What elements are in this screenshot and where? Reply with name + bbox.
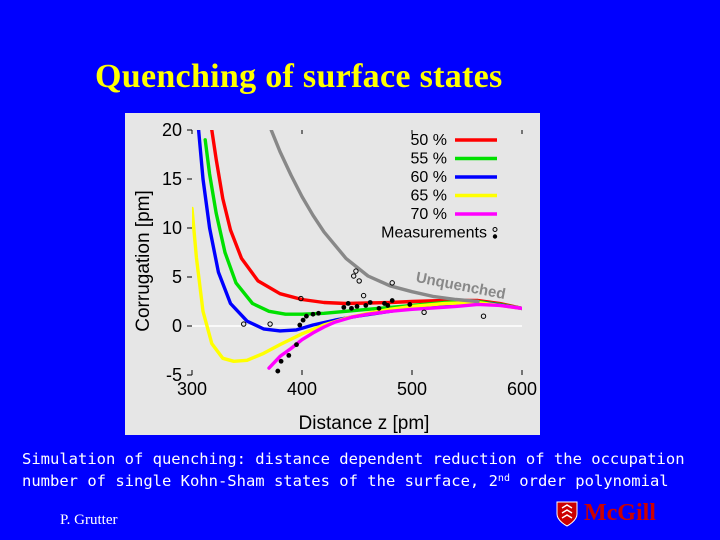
crest-icon bbox=[556, 501, 578, 527]
measurement-point-filled bbox=[275, 368, 281, 374]
measurement-point-filled bbox=[354, 304, 360, 309]
y-tick-label: 0 bbox=[172, 316, 182, 336]
legend-label-70: 70 % bbox=[411, 206, 447, 223]
logo-text: McGill bbox=[584, 500, 656, 526]
y-tick-label: 5 bbox=[172, 267, 182, 287]
measurement-point-open bbox=[241, 321, 247, 327]
measurement-point-open bbox=[356, 278, 362, 284]
chart-panel: -5 0 5 10 15 20 300 400 500 600 50 % 55 % 60 % 65 % 7… bbox=[125, 113, 540, 435]
caption-superscript: nd bbox=[497, 473, 510, 484]
measurement-point-filled bbox=[297, 322, 303, 328]
slide-caption: Simulation of quenching: distance depend… bbox=[22, 448, 712, 492]
measurement-point-filled bbox=[367, 300, 373, 305]
x-tick-label: 600 bbox=[507, 379, 537, 399]
measurement-point-open bbox=[389, 280, 395, 286]
caption-text: Simulation of quenching: distance depend… bbox=[22, 450, 685, 490]
measurement-point-filled bbox=[316, 310, 321, 316]
measurement-point-filled bbox=[310, 311, 316, 317]
measurement-point-filled bbox=[363, 303, 369, 308]
measurement-point-filled bbox=[300, 317, 306, 323]
legend-marker-open bbox=[492, 227, 498, 232]
y-tick-label: 15 bbox=[162, 169, 182, 189]
series-line-unquenched bbox=[269, 130, 480, 304]
legend-label-55: 55 % bbox=[411, 151, 447, 168]
corrugation-chart: -5 0 5 10 15 20 300 400 500 600 50 % 55 %60 % 65 %7… bbox=[125, 113, 540, 435]
legend-label-50: 50 % bbox=[411, 132, 447, 149]
measurement-point-filled bbox=[385, 303, 391, 308]
measurement-point-filled bbox=[389, 298, 395, 303]
measurement-point-open bbox=[360, 292, 367, 299]
legend-marker-filled bbox=[492, 234, 498, 239]
caption-text-end: order polynomial bbox=[509, 472, 669, 490]
measurement-point-open bbox=[421, 309, 427, 315]
x-tick-label: 300 bbox=[177, 379, 207, 399]
y-axis-label: Corrugation [pm] bbox=[133, 190, 154, 332]
measurement-point-filled bbox=[376, 305, 382, 311]
y-tick-label: -5 bbox=[166, 365, 182, 385]
measurement-point-open bbox=[353, 268, 359, 274]
measurement-point-open bbox=[298, 295, 304, 302]
mcgill-logo: McGill bbox=[556, 500, 656, 527]
chart-background bbox=[125, 113, 540, 435]
measurement-point-filled bbox=[345, 301, 351, 306]
y-tick-label: 10 bbox=[162, 218, 182, 238]
legend-label-65: 65 % bbox=[411, 188, 447, 205]
measurement-point-filled bbox=[294, 342, 299, 348]
measurement-point-filled bbox=[278, 358, 284, 364]
series-line-65 bbox=[192, 206, 522, 363]
legend-label-measurements: Measurements bbox=[381, 225, 487, 242]
x-axis-label: Distance z [pm] bbox=[299, 413, 430, 434]
y-tick-label: 20 bbox=[162, 120, 182, 140]
author-name: P. Grutter bbox=[60, 512, 118, 528]
legend-label-60: 60 % bbox=[411, 169, 447, 186]
measurement-point-filled bbox=[304, 313, 309, 319]
x-tick-label: 400 bbox=[287, 379, 317, 399]
measurement-point-filled bbox=[407, 302, 413, 307]
measurement-point-open bbox=[267, 321, 273, 327]
measurement-point-filled bbox=[349, 305, 354, 311]
measurement-point-open bbox=[480, 313, 487, 319]
x-tick-label: 500 bbox=[397, 379, 427, 399]
slide-title: Quenching of surface states bbox=[95, 58, 503, 95]
measurement-point-open bbox=[351, 273, 357, 279]
measurement-point-filled bbox=[341, 304, 347, 310]
measurement-point-filled bbox=[286, 353, 292, 358]
